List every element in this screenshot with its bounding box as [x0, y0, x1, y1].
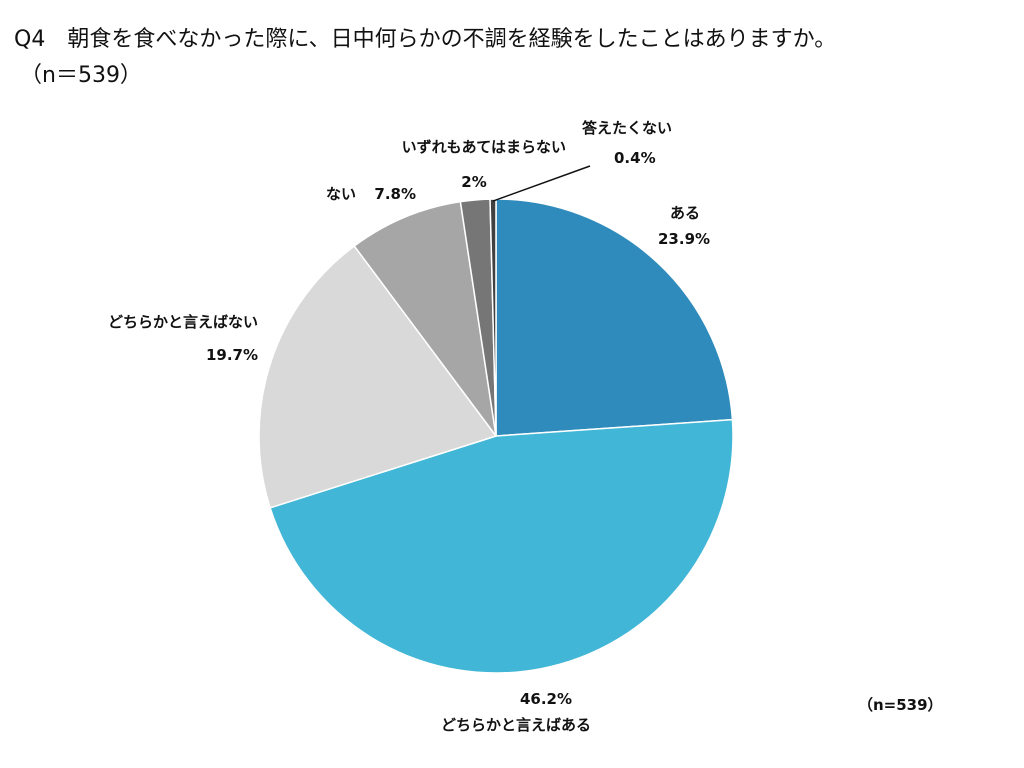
chart-title: Q4 朝食を食べなかった際に、日中何らかの不調を経験をしたことはありますか。 （…: [14, 22, 836, 94]
slice-label-3: どちらかと言えばない: [108, 313, 258, 331]
pie-slice-4: [353, 200, 497, 437]
slice-value-label-5: 2%: [461, 173, 486, 191]
leader-line: [492, 165, 591, 202]
slice-value-label-3: 19.7%: [206, 346, 258, 364]
pie-slice-3: [258, 244, 498, 509]
pie-slice-2: [269, 418, 734, 674]
slice-value-label-1: 23.9%: [658, 230, 710, 248]
slice-label-6: 答えたくない: [582, 119, 672, 137]
slice-value-label-4: 7.8%: [374, 185, 416, 203]
pie-slices: [258, 198, 734, 674]
slice-label-4: ない: [326, 185, 356, 203]
pie-slice-6: [489, 198, 497, 437]
slice-value-label-2: 46.2%: [520, 690, 572, 708]
slice-label-5: いずれもあてはまらない: [402, 138, 566, 156]
pie-slice-1: [495, 198, 734, 437]
sample-size-label: （n=539）: [858, 696, 943, 714]
slice-value-label-6: 0.4%: [614, 149, 656, 167]
slice-label-2: どちらかと言えばある: [441, 716, 591, 734]
title-line-2: （n＝539）: [20, 63, 142, 88]
slice-label-1: ある: [670, 204, 700, 222]
title-line-1: Q4 朝食を食べなかった際に、日中何らかの不調を経験をしたことはありますか。: [14, 27, 837, 52]
pie-labels: ある 23.9% どちらかと言えばある 46.2% どちらかと言えばない 19.7% ない 7…: [108, 119, 710, 734]
